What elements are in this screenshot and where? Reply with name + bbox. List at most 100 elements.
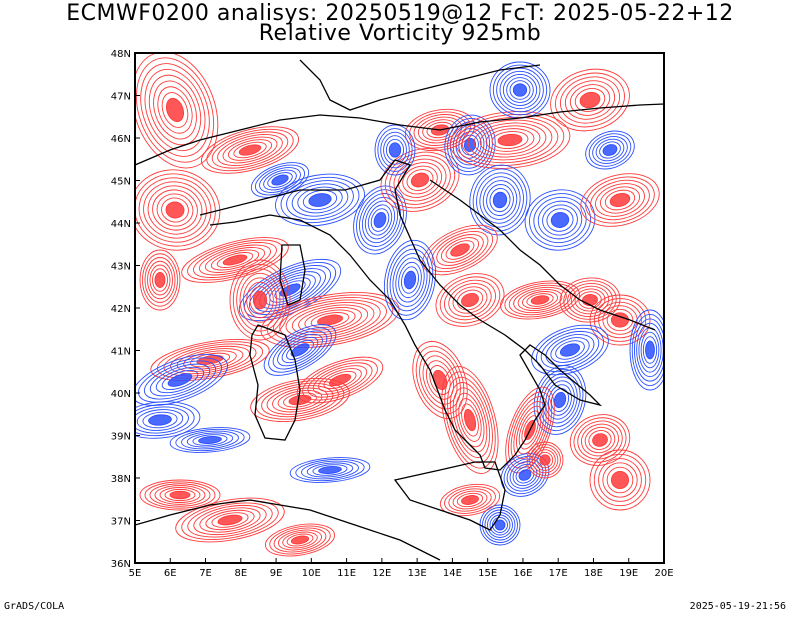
contour-line bbox=[192, 434, 228, 446]
contour-line bbox=[410, 172, 430, 188]
contour-line bbox=[136, 57, 214, 163]
contour-line bbox=[271, 174, 289, 186]
contour-line bbox=[264, 523, 336, 557]
contour-line bbox=[239, 272, 281, 328]
contour-line bbox=[518, 410, 542, 450]
contour-line bbox=[291, 183, 349, 217]
negative-vorticity-cell bbox=[353, 185, 407, 255]
contour-line bbox=[398, 261, 422, 299]
contour-line bbox=[550, 337, 590, 363]
contour-line bbox=[518, 469, 532, 481]
contour-line bbox=[167, 373, 193, 387]
contour-line bbox=[147, 260, 173, 300]
contour-line bbox=[229, 259, 291, 341]
contour-line bbox=[509, 80, 531, 100]
lat-tick-label: 48N bbox=[111, 49, 131, 60]
contour-line bbox=[507, 391, 553, 469]
contour-line bbox=[589, 449, 651, 511]
contour-line bbox=[269, 525, 331, 555]
contour-line bbox=[473, 122, 547, 158]
contour-line bbox=[559, 76, 621, 124]
contour-line bbox=[161, 197, 189, 223]
contour-line bbox=[135, 169, 221, 251]
contour-line bbox=[374, 124, 416, 176]
lat-tick-label: 40N bbox=[111, 389, 131, 400]
lat-tick-label: 37N bbox=[111, 517, 131, 528]
lon-tick-label: 10E bbox=[302, 568, 321, 579]
contour-line bbox=[559, 277, 621, 323]
contour-line bbox=[135, 403, 195, 437]
contour-line bbox=[143, 181, 207, 239]
contour-line bbox=[588, 430, 612, 450]
contour-line bbox=[452, 124, 488, 166]
contour-line bbox=[595, 183, 645, 217]
contour-line bbox=[286, 180, 354, 220]
lon-tick-label: 11E bbox=[337, 568, 356, 579]
contour-line bbox=[263, 169, 297, 191]
northern-border bbox=[135, 103, 664, 166]
contour-line bbox=[233, 141, 267, 159]
positive-vorticity-cell bbox=[229, 259, 291, 341]
contour-line bbox=[550, 68, 630, 132]
contour-line bbox=[573, 417, 627, 463]
contour-line bbox=[156, 193, 194, 227]
contour-line bbox=[304, 309, 356, 331]
lat-tick-label: 45N bbox=[111, 177, 131, 188]
contour-line bbox=[138, 357, 222, 403]
contour-line bbox=[164, 488, 196, 502]
contour-line bbox=[602, 462, 638, 498]
contour-line bbox=[289, 457, 371, 483]
contour-line bbox=[492, 517, 508, 533]
contour-line bbox=[469, 164, 531, 236]
contour-line bbox=[286, 340, 314, 360]
contour-line bbox=[599, 186, 641, 214]
contour-line bbox=[506, 77, 534, 103]
central-europe-border bbox=[299, 59, 541, 111]
contour-line bbox=[463, 137, 477, 153]
positive-vorticity-cell bbox=[589, 294, 651, 346]
contour-line bbox=[517, 288, 563, 312]
contour-line bbox=[439, 483, 501, 517]
contour-line bbox=[386, 244, 434, 316]
contour-line bbox=[277, 389, 323, 411]
positive-vorticity-cell bbox=[550, 68, 630, 132]
contour-line bbox=[388, 142, 402, 158]
lon-tick-label: 16E bbox=[513, 568, 532, 579]
contour-line bbox=[308, 193, 332, 207]
contour-line bbox=[589, 294, 651, 346]
contour-line bbox=[602, 144, 618, 156]
contour-line bbox=[512, 83, 528, 97]
lon-tick-label: 9E bbox=[270, 568, 283, 579]
contour-line bbox=[502, 73, 538, 107]
contour-line bbox=[155, 366, 205, 394]
lon-tick-label: 14E bbox=[443, 568, 462, 579]
positive-vorticity-cell bbox=[435, 273, 505, 327]
contour-line bbox=[415, 345, 465, 415]
contour-line bbox=[479, 176, 521, 224]
contour-line bbox=[631, 314, 664, 386]
contour-line bbox=[452, 387, 488, 453]
lon-tick-label: 7E bbox=[199, 568, 212, 579]
positive-vorticity-cell bbox=[296, 356, 384, 404]
contour-line bbox=[450, 243, 470, 257]
contour-line bbox=[449, 121, 491, 169]
positive-vorticity-cell bbox=[500, 280, 580, 320]
contour-line bbox=[406, 169, 434, 191]
contour-line bbox=[533, 365, 587, 435]
positive-vorticity-cell bbox=[412, 341, 468, 419]
contour-line bbox=[286, 533, 314, 547]
contour-line bbox=[429, 365, 451, 395]
contour-line bbox=[546, 208, 574, 232]
contour-line bbox=[629, 309, 664, 391]
lat-tick-label: 41N bbox=[111, 347, 131, 358]
contour-line bbox=[252, 290, 268, 310]
contour-line bbox=[404, 108, 476, 152]
balkan-coastline bbox=[429, 179, 656, 331]
contour-line bbox=[542, 376, 578, 424]
contour-line bbox=[489, 187, 511, 213]
contour-line bbox=[175, 497, 285, 543]
contour-line bbox=[553, 391, 567, 409]
map-subtitle: Relative Vorticity 925mb bbox=[258, 21, 542, 46]
positive-vorticity-cell bbox=[135, 169, 221, 251]
